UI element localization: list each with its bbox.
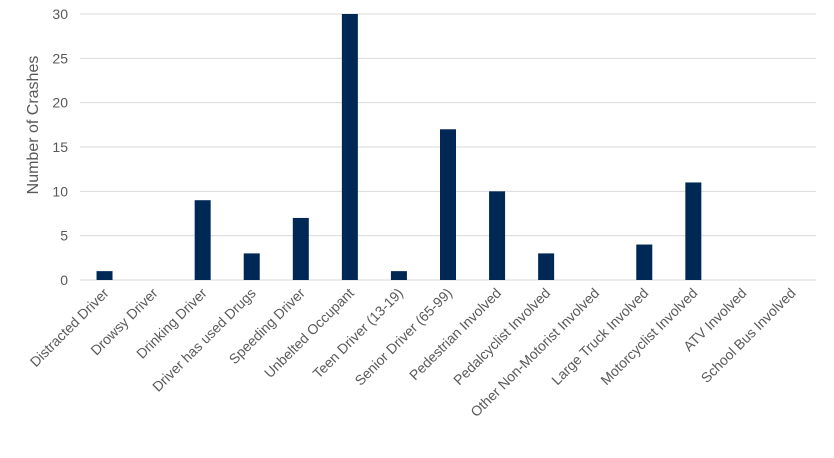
bar	[96, 271, 113, 280]
x-category-label: Teen Driver (13-19)	[309, 285, 406, 382]
bar	[194, 200, 211, 280]
bar	[636, 244, 653, 280]
bar	[489, 191, 506, 280]
y-tick-label: 0	[60, 272, 68, 288]
y-axis-ticks: 0 5 10 15 20 25 30	[52, 6, 68, 288]
bar	[292, 217, 309, 280]
x-category-label: Motorcyclist Involved	[597, 285, 700, 388]
x-category-label: School Bus Involved	[698, 285, 799, 386]
y-tick-label: 25	[52, 50, 68, 66]
x-category-label: Pedalcyclist Involved	[450, 285, 553, 388]
bar	[685, 182, 702, 280]
y-axis-title: Number of Crashes	[25, 56, 42, 195]
x-category-label: Pedestrian Involved	[406, 285, 504, 383]
bar	[243, 253, 260, 280]
bar	[538, 253, 555, 280]
x-category-label: Unbelted Occupant	[261, 285, 357, 381]
y-tick-label: 20	[52, 95, 68, 111]
bar	[390, 271, 407, 280]
x-category-label: Senior Driver (65-99)	[351, 285, 455, 389]
bars	[96, 14, 702, 280]
y-tick-label: 30	[52, 6, 68, 22]
y-tick-label: 5	[60, 228, 68, 244]
bar	[440, 129, 456, 280]
y-tick-label: 15	[52, 139, 68, 155]
bar	[341, 14, 358, 280]
y-tick-label: 10	[52, 183, 68, 199]
x-category-label: Large Truck Involved	[548, 285, 651, 388]
